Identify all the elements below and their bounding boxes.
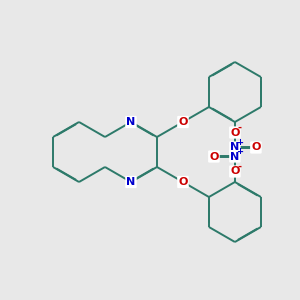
Text: O: O: [251, 142, 261, 152]
Text: O: O: [209, 152, 219, 161]
Text: O: O: [178, 177, 188, 187]
Text: N: N: [126, 117, 136, 127]
Text: O: O: [209, 152, 219, 161]
Text: -: -: [238, 122, 242, 133]
Text: O: O: [230, 128, 240, 137]
Text: N: N: [230, 142, 239, 152]
Text: N: N: [230, 152, 239, 161]
Text: -: -: [238, 161, 242, 172]
Text: N: N: [126, 117, 136, 127]
Text: N: N: [230, 142, 239, 152]
Text: N: N: [230, 152, 239, 161]
Text: +: +: [236, 147, 243, 156]
Text: N: N: [126, 177, 136, 187]
Text: O: O: [251, 142, 261, 152]
Text: N: N: [126, 177, 136, 187]
Text: O: O: [230, 167, 240, 176]
Text: O: O: [178, 117, 188, 127]
Text: O: O: [178, 177, 188, 187]
Text: +: +: [236, 138, 243, 147]
Text: O: O: [178, 117, 188, 127]
Text: O: O: [230, 167, 240, 176]
Text: O: O: [230, 128, 240, 137]
